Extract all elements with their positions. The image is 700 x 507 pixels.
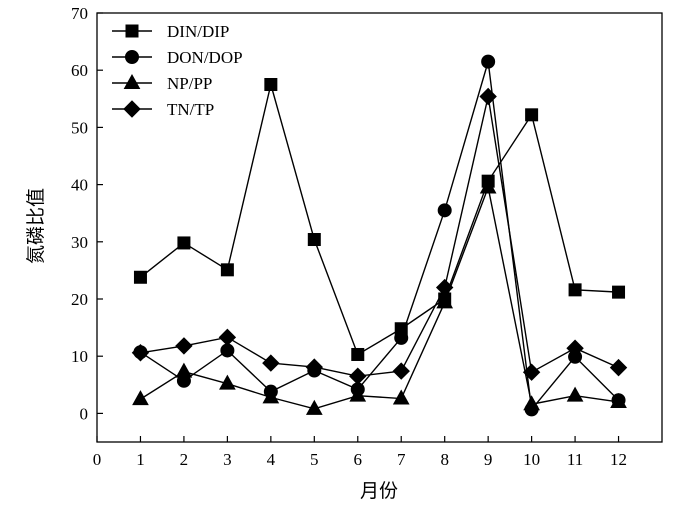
x-tick-label: 11 bbox=[567, 450, 583, 469]
data-point-din-dip bbox=[220, 263, 234, 277]
legend-label: DIN/DIP bbox=[167, 22, 229, 41]
y-axis-title: 氮磷比值 bbox=[25, 188, 47, 264]
data-point-np-pp bbox=[219, 374, 236, 390]
series-tn-tp bbox=[131, 87, 628, 385]
data-point-np-pp bbox=[523, 395, 540, 411]
y-tick-label: 30 bbox=[71, 233, 88, 252]
data-point-tn-tp bbox=[218, 328, 237, 347]
legend: DIN/DIP DON/DOP NP/PP TN/TP bbox=[112, 22, 243, 119]
x-tick-label: 5 bbox=[310, 450, 319, 469]
legend-marker-np-pp bbox=[123, 73, 141, 89]
data-point-tn-tp bbox=[392, 362, 410, 380]
x-tick-label: 8 bbox=[440, 450, 449, 469]
x-tick-label: 2 bbox=[180, 450, 189, 469]
y-tick-label: 40 bbox=[71, 176, 88, 195]
y-tick-label: 10 bbox=[71, 347, 88, 366]
x-tick-label: 10 bbox=[523, 450, 540, 469]
data-point-din-dip bbox=[264, 78, 278, 91]
data-point-np-pp bbox=[610, 392, 627, 408]
series-line-din-dip bbox=[140, 84, 619, 356]
data-point-np-pp bbox=[566, 386, 584, 402]
legend-item-don-dop: DON/DOP bbox=[112, 48, 243, 67]
x-tick-label: 7 bbox=[397, 450, 406, 469]
series-line-np-pp bbox=[140, 184, 619, 410]
y-axis: 0 10 20 30 40 50 60 70 bbox=[71, 4, 103, 423]
data-point-np-pp bbox=[392, 389, 410, 405]
data-point-din-dip bbox=[568, 283, 582, 297]
y-tick-label: 20 bbox=[71, 290, 88, 309]
data-point-tn-tp bbox=[131, 344, 150, 362]
x-tick-label: 0 bbox=[93, 450, 102, 469]
legend-label: NP/PP bbox=[167, 74, 212, 93]
series-line-don-dop bbox=[140, 61, 620, 412]
series-line-tn-tp bbox=[140, 96, 619, 377]
x-tick-label: 3 bbox=[223, 450, 232, 469]
data-point-tn-tp bbox=[262, 354, 280, 372]
legend-label: TN/TP bbox=[167, 100, 214, 119]
data-point-don-dop bbox=[437, 203, 452, 218]
legend-item-np-pp: NP/PP bbox=[112, 73, 212, 93]
data-point-tn-tp bbox=[566, 339, 584, 357]
x-tick-label: 6 bbox=[354, 450, 363, 469]
data-point-din-dip bbox=[351, 347, 365, 361]
data-point-din-dip bbox=[307, 233, 321, 247]
x-tick-label: 9 bbox=[484, 450, 493, 469]
x-axis: 0 1 2 3 4 5 6 7 8 9 10 11 12 bbox=[93, 436, 627, 469]
plot-frame bbox=[96, 12, 663, 443]
y-tick-label: 60 bbox=[71, 61, 88, 80]
legend-item-din-dip: DIN/DIP bbox=[112, 22, 229, 41]
data-point-din-dip bbox=[133, 270, 147, 284]
x-tick-label: 1 bbox=[136, 450, 145, 469]
data-point-tn-tp bbox=[305, 358, 324, 376]
data-point-don-dop bbox=[481, 54, 496, 69]
data-point-din-dip bbox=[177, 236, 191, 250]
data-point-tn-tp bbox=[609, 358, 628, 377]
data-point-tn-tp bbox=[435, 278, 454, 297]
legend-item-tn-tp: TN/TP bbox=[112, 100, 214, 119]
data-point-tn-tp bbox=[349, 367, 367, 385]
data-point-don-dop bbox=[394, 330, 409, 345]
series-din-dip bbox=[133, 78, 626, 361]
legend-marker-don-dop bbox=[125, 50, 139, 64]
legend-marker-din-dip bbox=[125, 24, 139, 38]
x-tick-label: 12 bbox=[610, 450, 627, 469]
data-point-tn-tp bbox=[522, 363, 541, 381]
x-tick-label: 4 bbox=[267, 450, 276, 469]
y-tick-label: 70 bbox=[71, 4, 88, 23]
series-np-pp bbox=[132, 178, 627, 415]
data-point-np-pp bbox=[436, 293, 454, 309]
data-point-np-pp bbox=[175, 362, 193, 378]
data-point-tn-tp bbox=[175, 337, 193, 355]
x-axis-title: 月份 bbox=[360, 480, 398, 502]
data-point-tn-tp bbox=[479, 87, 497, 106]
y-tick-label: 0 bbox=[80, 404, 89, 423]
data-point-np-pp bbox=[479, 178, 497, 194]
data-point-np-pp bbox=[132, 390, 149, 406]
legend-label: DON/DOP bbox=[167, 48, 243, 67]
legend-marker-tn-tp bbox=[123, 100, 141, 118]
data-point-din-dip bbox=[525, 108, 539, 122]
data-point-np-pp bbox=[262, 388, 280, 404]
data-point-np-pp bbox=[349, 386, 367, 402]
series-layer bbox=[131, 54, 628, 417]
y-tick-label: 50 bbox=[71, 118, 88, 137]
data-point-np-pp bbox=[305, 399, 323, 415]
data-point-din-dip bbox=[612, 285, 626, 299]
